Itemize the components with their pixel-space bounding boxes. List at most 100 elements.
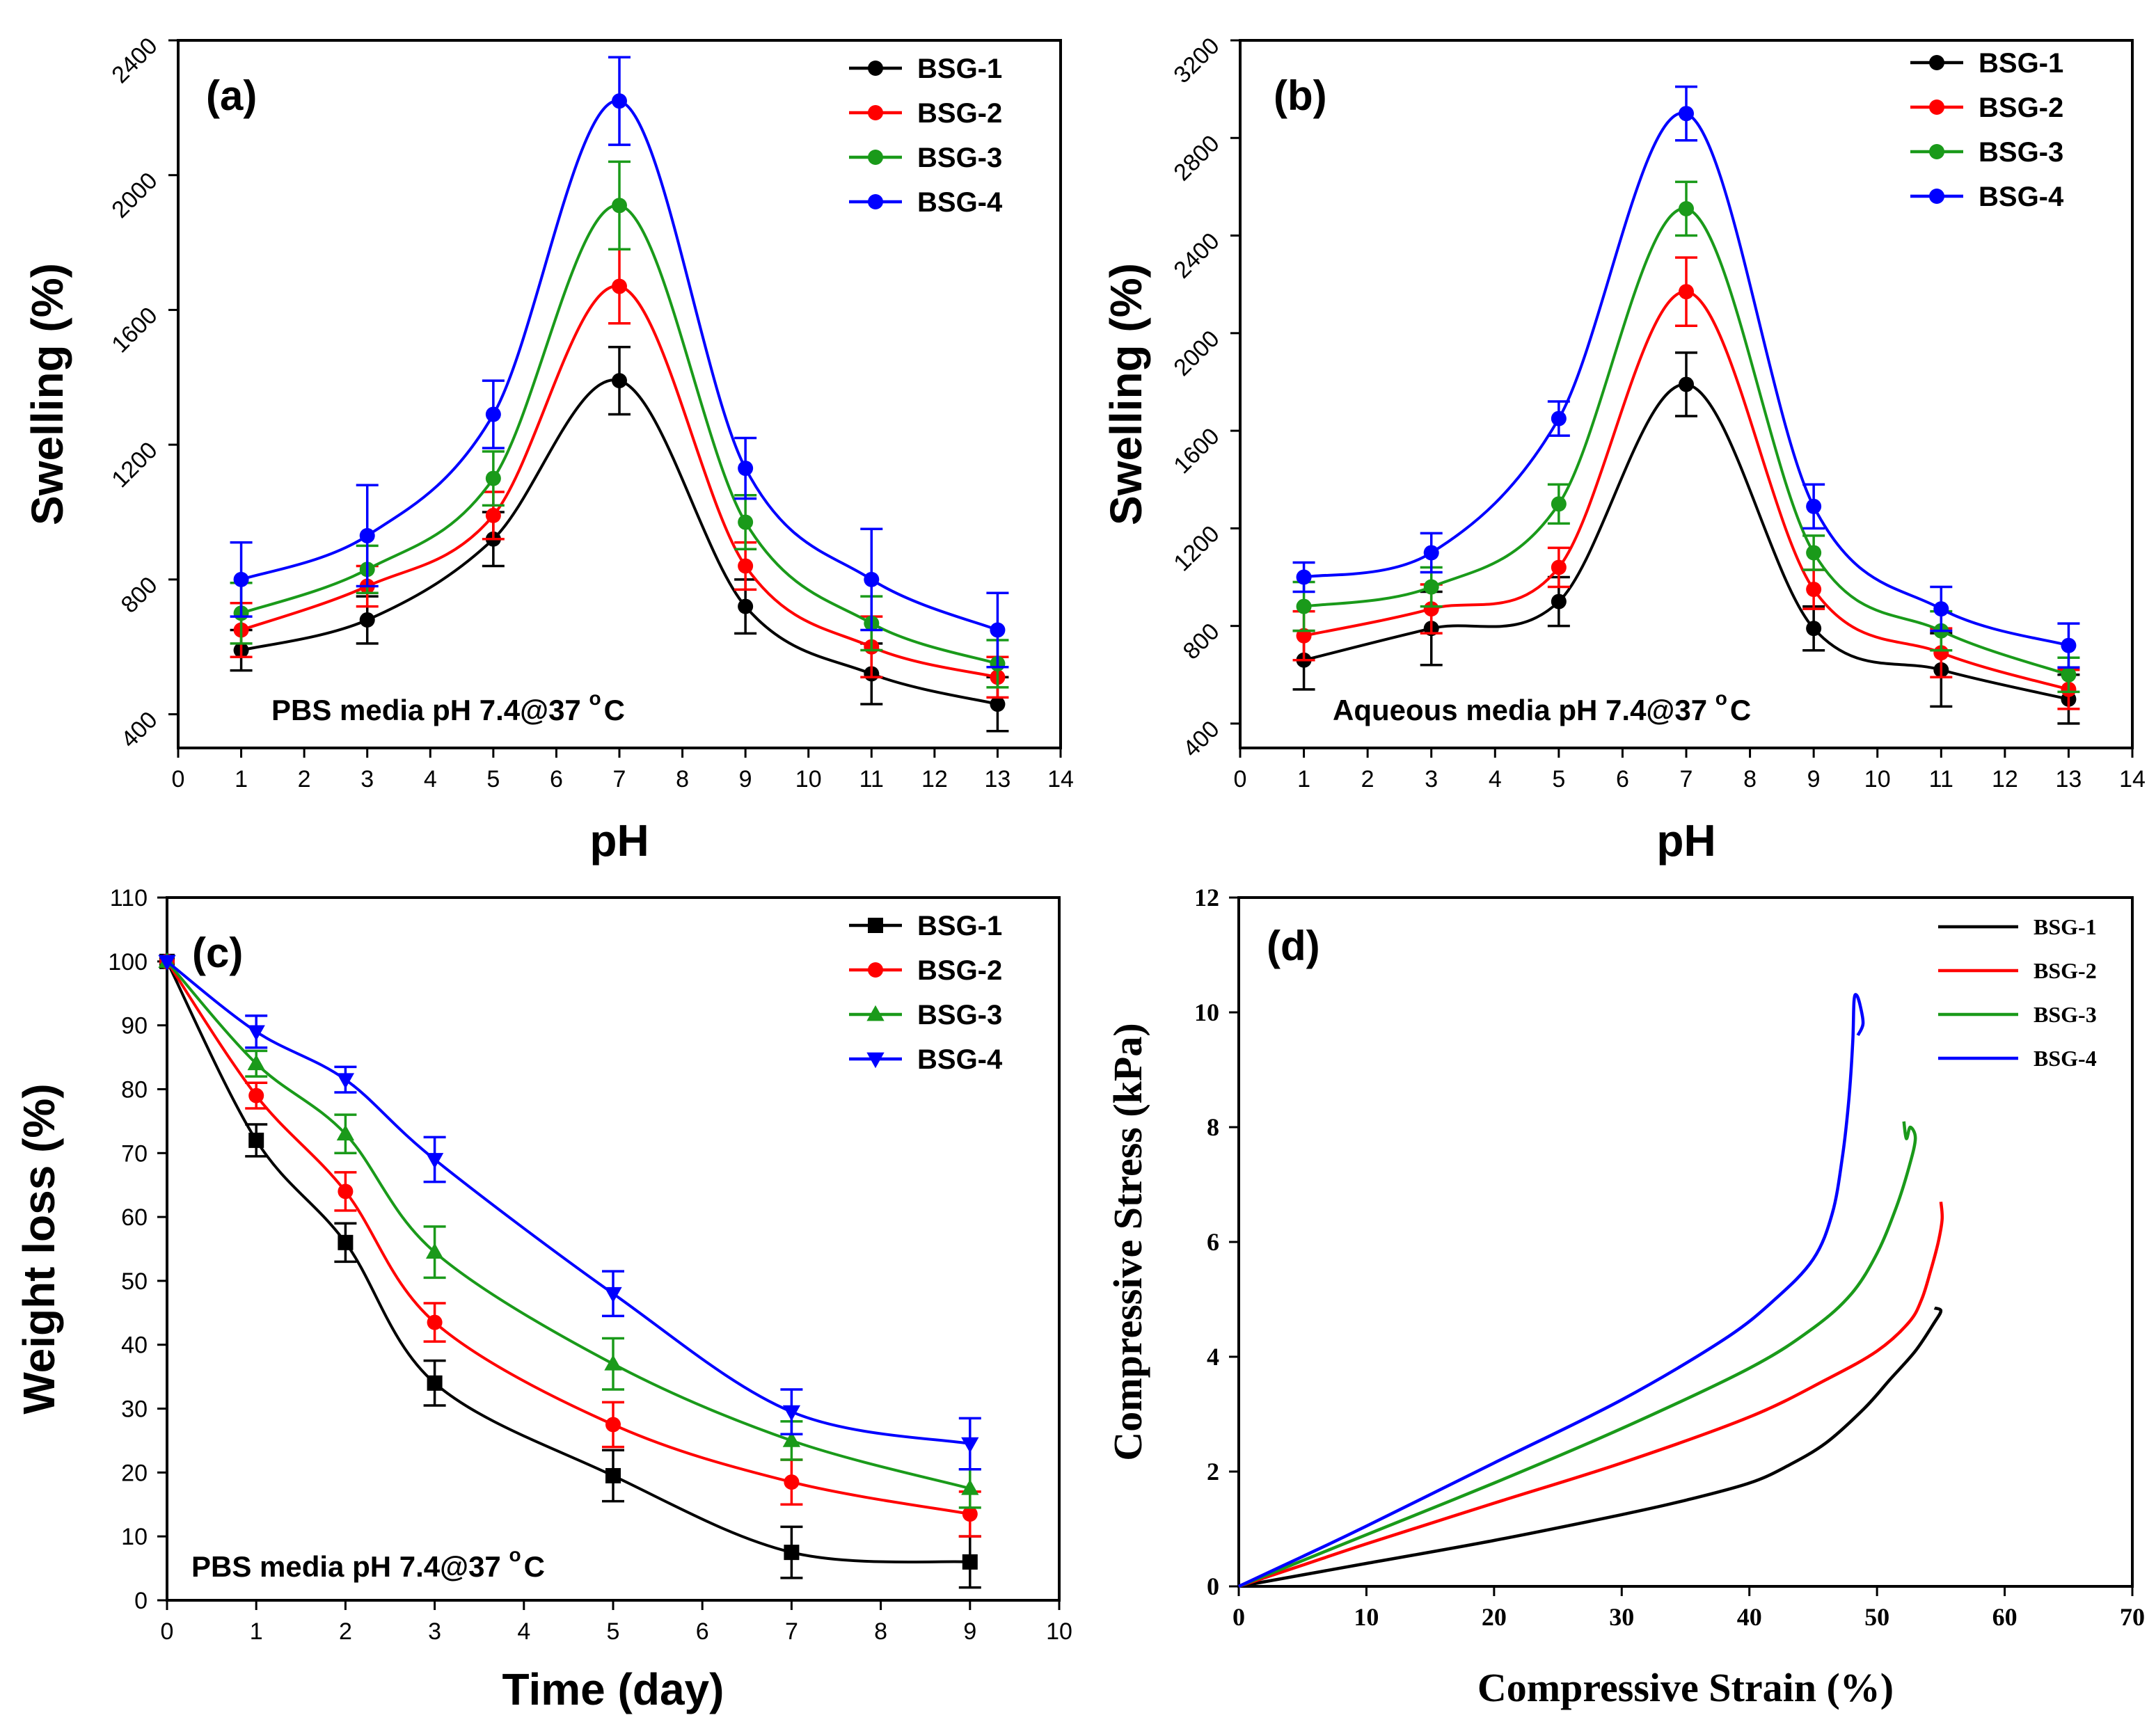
x-tick-label: 0 (172, 766, 185, 792)
annotation-text: Aqueous media pH 7.4@37 (1333, 694, 1715, 726)
condition-annotation: PBS media pH 7.4@37 oC (271, 687, 625, 726)
data-point (485, 470, 501, 486)
data-point (248, 1087, 264, 1103)
series-BSG-3 (158, 952, 981, 1509)
data-point (2061, 637, 2077, 653)
data-point (1806, 621, 1822, 637)
y-tick-label: 60 (121, 1204, 148, 1231)
annotation-text: PBS media pH 7.4@37 (271, 694, 589, 726)
series-BSG-3 (230, 160, 1009, 689)
data-point (990, 622, 1006, 638)
data-point (1296, 598, 1312, 614)
x-tick-label: 5 (486, 766, 500, 792)
data-point (233, 571, 249, 587)
data-point (485, 507, 501, 523)
panel-label: (d) (1267, 923, 1320, 969)
series-line (166, 960, 971, 1490)
y-tick-label: 2400 (1168, 228, 1224, 283)
x-tick-label: 10 (795, 766, 822, 792)
data-point (962, 1554, 978, 1570)
data-point (1551, 593, 1567, 609)
x-tick-label: 14 (2119, 766, 2146, 792)
legend-label: BSG-1 (917, 54, 1002, 84)
legend-label: BSG-2 (917, 98, 1002, 129)
data-point (784, 1545, 800, 1561)
x-tick-label: 70 (2120, 1603, 2145, 1631)
legend-marker (868, 105, 883, 120)
data-point (359, 612, 375, 628)
data-point (336, 1124, 355, 1141)
data-point (738, 514, 754, 530)
x-tick-label: 6 (696, 1618, 709, 1645)
series-BSG-2 (1292, 256, 2080, 710)
series-BSG-1 (1238, 1306, 1943, 1588)
x-tick-label: 7 (785, 1618, 798, 1645)
x-tick-label: 9 (963, 1618, 976, 1645)
x-tick-label: 8 (874, 1618, 887, 1645)
legend-label: BSG-2 (2034, 958, 2097, 983)
data-point (1551, 496, 1567, 512)
annotation-degree: o (509, 1544, 521, 1565)
data-point (1806, 545, 1822, 561)
x-tick-label: 8 (676, 766, 689, 792)
data-point (425, 1153, 444, 1169)
annotation-unit: C (604, 694, 625, 726)
data-point (338, 1184, 354, 1200)
y-tick-label: 2400 (106, 33, 162, 88)
data-point (1423, 601, 1439, 617)
series-BSG-2 (159, 953, 981, 1538)
x-tick-label: 9 (1807, 766, 1821, 792)
data-point (1933, 645, 1949, 661)
x-axis-label: Compressive Strain (%) (1477, 1665, 1894, 1710)
legend-label: BSG-2 (917, 955, 1002, 986)
legend-label: BSG-3 (1979, 137, 2063, 168)
legend-label: BSG-4 (2034, 1046, 2097, 1071)
x-tick-label: 13 (985, 766, 1011, 792)
plot-frame (1237, 896, 2134, 1588)
x-tick-label: 6 (550, 766, 563, 792)
data-point (962, 1506, 978, 1522)
data-point (782, 1405, 801, 1421)
y-tick-label: 2000 (106, 168, 162, 223)
legend-marker (868, 61, 883, 76)
legend-marker (1929, 55, 1944, 70)
y-tick-label: 4 (1207, 1343, 1219, 1371)
data-point (605, 1417, 621, 1433)
condition-annotation: PBS media pH 7.4@37 oC (191, 1544, 545, 1583)
series-BSG-4 (230, 56, 1009, 669)
x-tick-label: 3 (428, 1618, 441, 1645)
series-BSG-4 (1292, 85, 2080, 669)
y-axis-label: Swelling (%) (1101, 263, 1151, 525)
y-tick-label: 2 (1207, 1458, 1219, 1485)
x-tick-label: 11 (859, 766, 884, 792)
data-point (784, 1474, 800, 1490)
y-tick-label: 1200 (1168, 520, 1224, 576)
y-tick-label: 1600 (1168, 423, 1224, 479)
y-axis-label: Compressive Stress (kPa) (1105, 1023, 1150, 1460)
y-tick-label: 100 (108, 949, 148, 975)
data-point (738, 461, 754, 477)
x-tick-label: 14 (1047, 766, 1074, 792)
legend-label: BSG-3 (2034, 1002, 2097, 1027)
series-line (1238, 993, 1865, 1588)
data-point (338, 1234, 354, 1250)
chart-d: 0 10 20 30 40 50 60 70 0 2 4 6 8 10 12 Compressive Stra… (1105, 884, 2145, 1710)
legend-label: BSG-1 (2034, 914, 2097, 939)
y-tick-label: 6 (1207, 1228, 1219, 1256)
data-point (1679, 284, 1694, 300)
series-BSG-4 (158, 955, 981, 1471)
x-tick-label: 1 (250, 1618, 263, 1645)
data-point (864, 571, 880, 587)
data-point (1551, 411, 1567, 427)
y-tick-label: 8 (1207, 1113, 1219, 1141)
x-tick-label: 10 (1354, 1603, 1379, 1631)
data-point (158, 955, 176, 971)
x-tick-label: 1 (1297, 766, 1310, 792)
series-BSG-1 (230, 345, 1009, 733)
y-tick-label: 800 (116, 572, 163, 619)
y-tick-label: 12 (1194, 884, 1219, 911)
series-BSG-1 (159, 953, 981, 1589)
y-tick-label: 1200 (106, 437, 162, 493)
series-line (1238, 1202, 1944, 1588)
series-line (166, 960, 971, 1445)
